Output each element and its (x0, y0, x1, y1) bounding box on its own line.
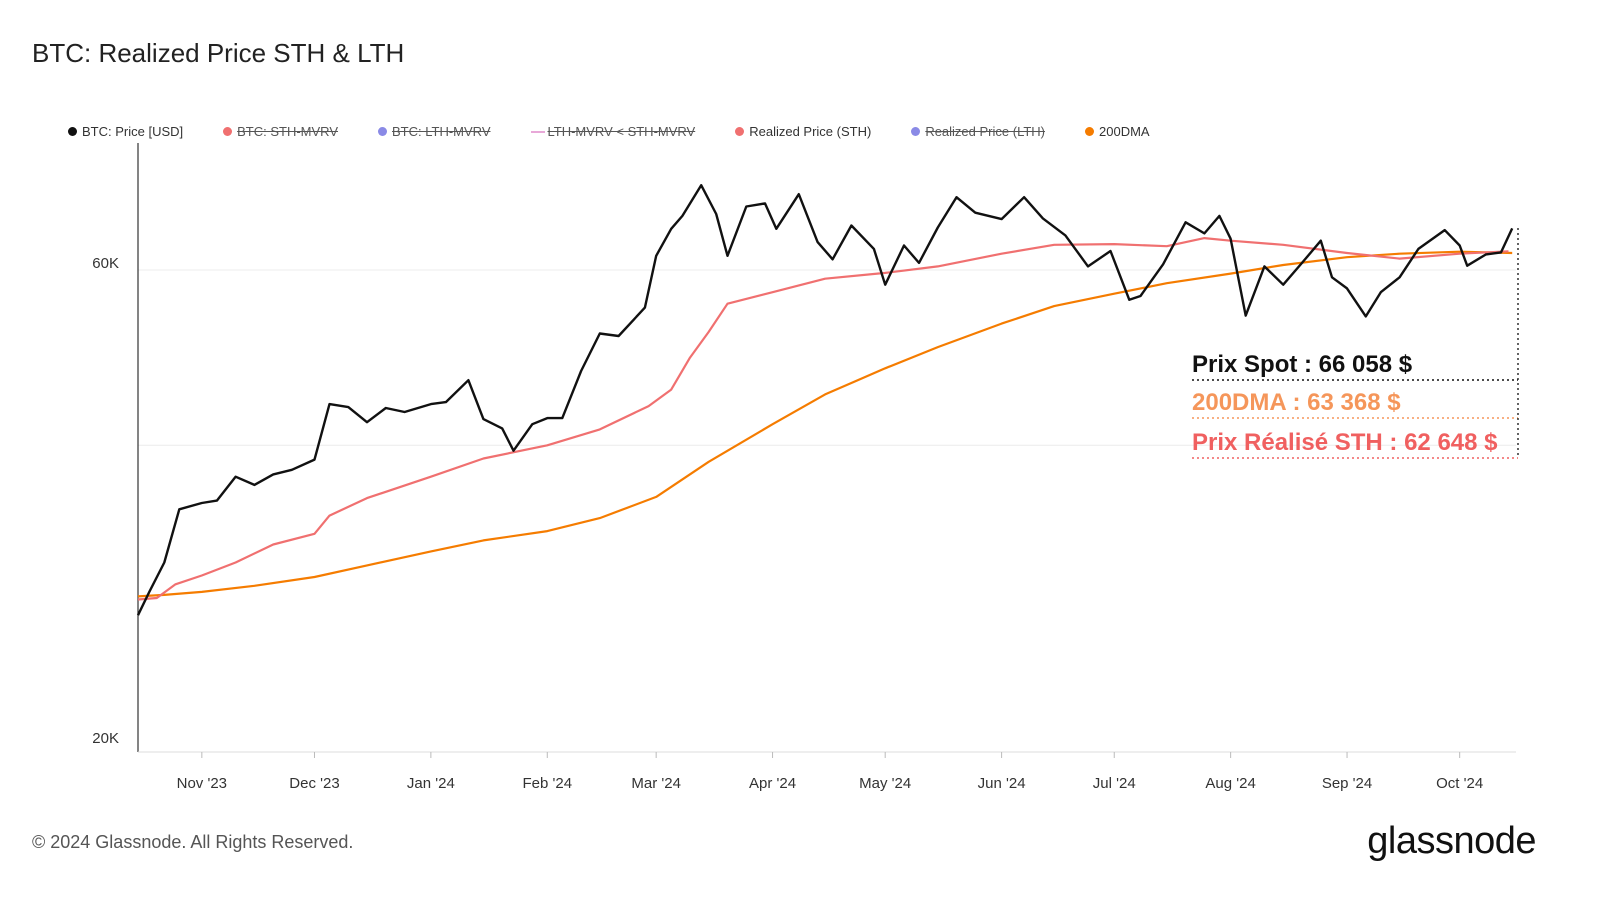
legend-item-1[interactable]: BTC: STH-MVRV (223, 124, 338, 139)
legend-label: 200DMA (1099, 124, 1150, 139)
x-tick-label: Jun '24 (978, 775, 1026, 792)
legend-label: Realized Price (LTH) (925, 124, 1045, 139)
x-tick-label: May '24 (859, 775, 911, 792)
legend-marker (735, 127, 745, 136)
legend-marker (1085, 127, 1094, 136)
chart-legend: BTC: Price [USD] BTC: STH-MVRV BTC: LTH-MV… (68, 124, 1190, 139)
legend-item-6[interactable]: 200DMA (1085, 124, 1150, 139)
x-tick-label: Nov '23 (177, 775, 227, 792)
annotation-label-2: Prix Réalisé STH : 62 648 $ (1192, 429, 1498, 456)
x-tick-label: Oct '24 (1436, 775, 1483, 792)
legend-marker (68, 127, 77, 136)
legend-label: BTC: LTH-MVRV (392, 124, 491, 139)
legend-label: Realized Price (STH) (749, 124, 872, 139)
x-tick-label: Mar '24 (631, 775, 681, 792)
legend-item-0[interactable]: BTC: Price [USD] (68, 124, 183, 139)
y-tick-label: 60K (92, 255, 119, 272)
legend-item-4[interactable]: Realized Price (STH) (735, 124, 871, 139)
chart-title: BTC: Realized Price STH & LTH (32, 38, 405, 68)
legend-label: BTC: Price [USD] (82, 124, 184, 139)
legend-item-3[interactable]: LTH-MVRV < STH-MVRV (530, 124, 696, 139)
x-tick-label: Feb '24 (522, 775, 572, 792)
x-tick-label: Aug '24 (1205, 775, 1255, 792)
y-tick-label: 20K (92, 730, 119, 747)
annotation-label-1: 200DMA : 63 368 $ (1192, 389, 1401, 416)
x-tick-label: Jan '24 (407, 775, 455, 792)
series-line-1 (137, 237, 1509, 601)
x-tick-label: Jul '24 (1093, 775, 1136, 792)
legend-marker (378, 127, 388, 136)
legend-marker (911, 127, 921, 136)
series-line-0 (137, 250, 1513, 598)
x-tick-label: Apr '24 (749, 775, 796, 792)
annotation-label-0: Prix Spot : 66 058 $ (1192, 351, 1413, 378)
legend-marker (223, 127, 233, 136)
glassnode-logo: glassnode (1367, 820, 1536, 862)
series-line-2 (136, 184, 1514, 616)
x-tick-label: Sep '24 (1322, 775, 1372, 792)
x-tick-label: Dec '23 (289, 775, 339, 792)
copyright-footer: © 2024 Glassnode. All Rights Reserved. (32, 832, 354, 852)
legend-marker (530, 130, 545, 133)
legend-item-2[interactable]: BTC: LTH-MVRV (378, 124, 491, 139)
legend-item-5[interactable]: Realized Price (LTH) (911, 124, 1045, 139)
legend-label: BTC: STH-MVRV (237, 124, 339, 139)
legend-label: LTH-MVRV < STH-MVRV (547, 124, 696, 139)
